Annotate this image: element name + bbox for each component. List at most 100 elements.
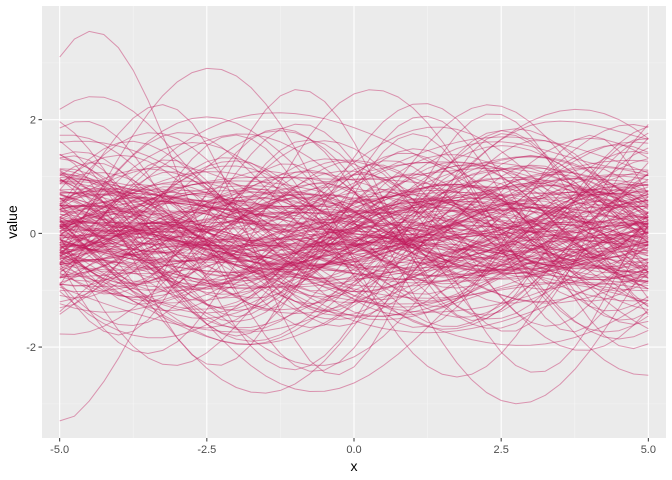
series-line [59,185,649,220]
series-line [59,137,649,366]
series-line [59,113,649,329]
series-line [59,187,649,299]
series-line [59,160,649,373]
series-line [59,184,649,278]
series-line [59,183,649,314]
series-line [59,188,649,302]
series-line [59,240,649,292]
series-line [59,242,649,271]
series-line [59,192,649,266]
series-line [59,154,649,323]
series-line [59,162,649,262]
series-line [59,164,649,280]
series-line [59,212,649,284]
series-line [59,104,649,263]
series-line [59,189,649,317]
series-line [59,136,649,233]
series-line [59,189,649,226]
series-line [59,193,649,288]
series-line [59,167,649,227]
series-line [59,140,649,263]
series-line [59,183,649,299]
series-line [59,132,649,289]
series-line [59,134,649,276]
series-line [59,206,649,293]
series-line [59,184,649,251]
series-line [59,159,649,350]
series-line [59,108,649,268]
series-line [59,132,649,318]
series-line [59,243,649,281]
series-line [59,140,649,275]
series-line [59,104,649,376]
series-line [59,133,649,275]
series-line [59,232,649,286]
series-line [59,173,649,299]
series-line [59,128,649,281]
series-line [59,148,649,282]
series-line [59,158,649,327]
series-line [59,179,649,273]
series-line [59,139,649,305]
series-line [59,180,649,334]
series-line [59,191,649,208]
series-line [59,159,649,274]
series-line [59,197,649,335]
series-line [59,198,649,279]
series-line [59,230,649,303]
x-tick-label: -2.5 [197,444,216,456]
series-line [59,222,649,276]
series-line [59,155,649,318]
series-line [59,103,649,321]
series-line [59,178,649,345]
series-line [59,221,649,270]
series-line [59,190,649,272]
major-gridlines [42,6,666,438]
series-line [59,257,649,298]
series-line [59,220,649,292]
series-line [59,191,649,260]
y-tick-label: 2 [30,115,36,127]
series-line [59,207,649,238]
series-line [59,174,649,242]
series-line [59,172,649,201]
series-line [59,167,649,254]
series-line [59,193,649,285]
x-axis-title: x [351,458,358,474]
series-line [59,134,649,308]
series-line [59,194,649,240]
series-line [59,210,649,272]
series-line [59,158,649,285]
series-line [59,179,649,270]
series-line [59,210,649,281]
series-line [59,161,649,283]
series-line [59,233,649,318]
series-line [59,189,649,247]
series-line [59,150,649,302]
series-line [59,193,649,269]
series-line [59,170,649,298]
y-axis-ticks: -2 0 2 [26,115,42,354]
series-line [59,170,649,287]
series-line [59,275,649,313]
series-line [59,140,649,282]
series-line [59,216,649,238]
series-line [59,212,649,248]
series-line [59,141,649,246]
series-line [59,168,649,313]
series-line [59,158,649,278]
series-line [59,142,649,330]
series-line [59,170,649,392]
series-line [59,196,649,247]
series-line [59,180,649,287]
series-line [59,121,649,371]
series-line [59,160,649,273]
series-line [59,120,649,394]
series-line [59,213,649,282]
series-line [59,154,649,280]
series-line [59,134,649,328]
series-line [59,192,649,278]
series-line [59,89,649,336]
series-line [59,221,649,251]
series-line [59,180,649,268]
